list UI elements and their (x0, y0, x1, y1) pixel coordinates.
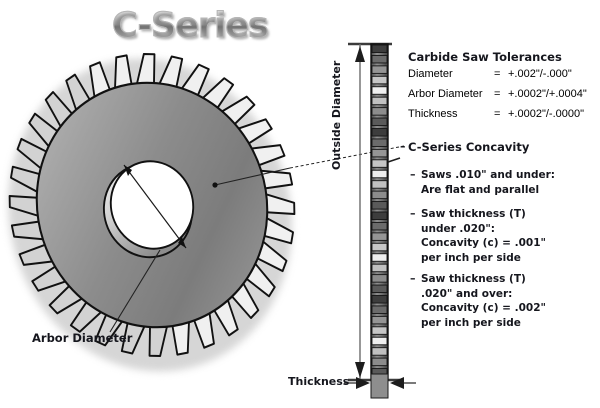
edge-tooth-band (371, 128, 388, 137)
edge-tooth-band (371, 211, 388, 220)
thickness-dimension (344, 373, 416, 399)
edge-tooth-band (371, 148, 388, 158)
tolerances-table: Diameter = +.002"/-.000" Arbor Diameter = +.0… (404, 68, 600, 128)
bullet-line: .020" and over: (421, 287, 513, 300)
edge-tooth-band (371, 347, 388, 356)
leader-line-concavity (212, 145, 405, 188)
outside-diameter-label: Outside Diameter (330, 60, 343, 170)
tolerance-row: Thickness = +.0002"/-.0000" (404, 108, 600, 128)
edge-tooth-band (371, 65, 388, 74)
concavity-heading: C-Series Concavity (408, 140, 530, 154)
edge-tooth-band (371, 169, 388, 179)
bullet-line: Are flat and parallel (421, 183, 540, 196)
tolerance-label: Thickness (408, 108, 458, 120)
concavity-heading-dash: – (400, 140, 406, 153)
tolerance-label: Diameter (408, 68, 453, 80)
edge-tooth-band (371, 232, 388, 241)
edge-tooth-band (371, 284, 388, 294)
tolerance-equals: = (494, 108, 501, 120)
bullet-line: Saws .010" and under: (421, 169, 555, 181)
bullet-line: per inch per side (421, 251, 521, 264)
bullet-line: Concavity (c) = .002" (421, 302, 546, 314)
tolerance-label: Arbor Diameter (408, 88, 483, 100)
edge-tooth-band (371, 86, 388, 95)
edge-tooth-band (371, 253, 388, 262)
tolerance-value: +.0002"/-.0000" (508, 108, 585, 120)
edge-tooth-band (371, 315, 388, 325)
edge-tooth-band (371, 336, 388, 346)
arrow-up (355, 46, 365, 62)
edge-tooth-band (371, 96, 388, 106)
bullet-dash: – (410, 207, 416, 220)
edge-tooth-band (371, 221, 388, 231)
edge-tooth-band (371, 180, 388, 189)
thickness-label: Thickness (288, 375, 350, 388)
tolerance-equals: = (494, 88, 501, 100)
tolerance-equals: = (494, 68, 501, 80)
tolerance-value: +.0002"/+.0004" (508, 88, 587, 100)
edge-tooth-band (371, 54, 388, 64)
tolerance-row: Diameter = +.002"/-.000" (404, 68, 600, 88)
arbor-dimension-arrow (123, 164, 187, 249)
tolerance-row: Arbor Diameter = +.0002"/+.0004" (404, 88, 600, 108)
edge-tooth-band (371, 326, 388, 335)
edge-tooth-band (371, 44, 388, 53)
edge-tooth-band (371, 159, 388, 168)
edge-tooth-band (371, 138, 388, 147)
bullet-line: Concavity (c) = .001" (421, 237, 546, 249)
bullet-dash: – (410, 168, 416, 181)
edge-tooth-band (371, 295, 388, 304)
edge-tooth-band (371, 107, 388, 116)
edge-tooth-band (371, 357, 388, 367)
bullet-line: under .020": (421, 222, 495, 235)
arbor-diameter-label: Arbor Diameter (32, 331, 133, 345)
edge-tooth-band (371, 242, 388, 252)
edge-tooth-band (371, 263, 388, 273)
arrow-left (390, 377, 404, 389)
bullet-line: Saw thickness (T) (421, 273, 526, 285)
edge-tooth-band (371, 305, 388, 314)
page-title: C-Series (112, 4, 332, 48)
leader-line-arbor (109, 249, 161, 333)
arrow-down (355, 362, 365, 378)
edge-tooth-band (371, 190, 388, 200)
arbor-bore (109, 160, 195, 250)
tolerance-value: +.002"/-.000" (508, 68, 572, 80)
tolerances-heading: Carbide Saw Tolerances (408, 50, 562, 64)
edge-tooth-band (371, 274, 388, 283)
edge-tooth-band (371, 117, 388, 127)
blade-edge-view (370, 43, 389, 381)
arrow-right (356, 377, 370, 389)
saw-blade-face (8, 53, 296, 357)
bullet-line: per inch per side (421, 316, 521, 329)
edge-tooth-band (371, 201, 388, 210)
edge-tooth-band (371, 75, 388, 85)
bullet-line: Saw thickness (T) (421, 208, 526, 220)
edge-view-tick (387, 157, 401, 163)
bullet-dash: – (410, 272, 416, 285)
